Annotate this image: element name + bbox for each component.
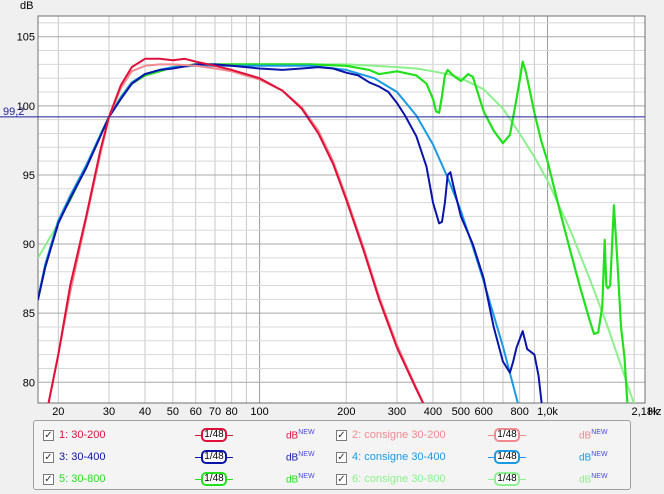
x-tick-label: 500 xyxy=(452,406,470,418)
y-tick-label: 80 xyxy=(23,377,35,389)
x-tick-label: 400 xyxy=(424,406,442,418)
y-tick-label: 95 xyxy=(23,170,35,182)
series-line-5 xyxy=(38,60,629,403)
legend-checkbox[interactable]: ✓ xyxy=(43,430,54,441)
series-line-1 xyxy=(47,57,425,403)
slope-selector[interactable]: 1/48 xyxy=(195,450,233,464)
series-line-3 xyxy=(38,63,543,403)
legend-checkbox[interactable]: ✓ xyxy=(336,474,347,485)
x-tick-label: 20 xyxy=(52,406,64,418)
x-tick-label: 600 xyxy=(474,406,492,418)
y-tick-label: 90 xyxy=(23,239,35,251)
x-tick-label: 50 xyxy=(167,406,179,418)
legend-label: 3: 30-400 xyxy=(59,451,106,463)
plot-area xyxy=(38,16,645,403)
legend-label: 1: 30-200 xyxy=(59,429,106,441)
legend-unit[interactable]: dBNEW xyxy=(579,429,608,442)
legend-unit[interactable]: dBNEW xyxy=(286,451,315,464)
reference-line-label: 99,2 xyxy=(3,106,24,118)
slope-value: 1/48 xyxy=(204,451,224,462)
slope-selector[interactable]: 1/48 xyxy=(488,428,526,442)
plot-frame xyxy=(37,15,646,404)
y-axis-label: dB xyxy=(20,0,33,12)
legend-label: 6: consigne 30-800 xyxy=(352,473,446,485)
y-tick-label: 85 xyxy=(23,308,35,320)
legend-label: 4: consigne 30-400 xyxy=(352,451,446,463)
x-tick-label: 80 xyxy=(226,406,238,418)
slope-value: 1/48 xyxy=(497,451,517,462)
slope-value: 1/48 xyxy=(204,429,224,440)
legend-label: 5: 30-800 xyxy=(59,473,106,485)
legend-checkbox[interactable]: ✓ xyxy=(43,474,54,485)
slope-selector[interactable]: 1/48 xyxy=(195,428,233,442)
slope-selector[interactable]: 1/48 xyxy=(195,472,233,486)
x-tick-label: 30 xyxy=(103,406,115,418)
legend-unit[interactable]: dBNEW xyxy=(286,429,315,442)
legend-item-6: ✓ 6: consigne 30-800 1/48 dBNEW xyxy=(336,472,621,490)
series-group xyxy=(38,57,635,403)
slope-value: 1/48 xyxy=(497,473,517,484)
legend-item-3: ✓ 3: 30-400 1/48 dBNEW xyxy=(43,450,328,468)
x-tick-label: 40 xyxy=(139,406,151,418)
slope-selector[interactable]: 1/48 xyxy=(488,472,526,486)
legend-item-1: ✓ 1: 30-200 1/48 dBNEW xyxy=(43,428,328,446)
x-tick-label: 800 xyxy=(510,406,528,418)
x-tick-label: 60 xyxy=(190,406,202,418)
slope-value: 1/48 xyxy=(497,429,517,440)
legend-checkbox[interactable]: ✓ xyxy=(336,452,347,463)
x-tick-label: 2,18k xyxy=(632,406,659,418)
legend-item-4: ✓ 4: consigne 30-400 1/48 dBNEW xyxy=(336,450,621,468)
frequency-response-chart: 80 85 90 95 100 105 dB 20 30 40 50 60 70 80 100 200 300 4… xyxy=(0,0,661,418)
legend-unit[interactable]: dBNEW xyxy=(579,451,608,464)
x-tick-label: 100 xyxy=(250,406,268,418)
x-axis-unit: Hz xyxy=(648,406,661,418)
y-tick-label: 100 xyxy=(17,101,35,113)
legend-panel: ✓ 1: 30-200 1/48 dBNEW ✓ 2: consigne 30-200 1/… xyxy=(33,420,631,490)
legend-item-5: ✓ 5: 30-800 1/48 dBNEW xyxy=(43,472,328,490)
x-tick-label: 200 xyxy=(337,406,355,418)
slope-selector[interactable]: 1/48 xyxy=(488,450,526,464)
y-tick-label: 105 xyxy=(17,32,35,44)
legend-unit[interactable]: dBNEW xyxy=(286,473,315,486)
legend-label: 2: consigne 30-200 xyxy=(352,429,446,441)
x-tick-label: 1,0k xyxy=(537,406,558,418)
legend-item-2: ✓ 2: consigne 30-200 1/48 dBNEW xyxy=(336,428,621,446)
legend-checkbox[interactable]: ✓ xyxy=(43,452,54,463)
x-tick-label: 300 xyxy=(388,406,406,418)
legend-unit[interactable]: dBNEW xyxy=(579,473,608,486)
slope-value: 1/48 xyxy=(204,473,224,484)
x-tick-label: 70 xyxy=(209,406,221,418)
legend-checkbox[interactable]: ✓ xyxy=(336,430,347,441)
